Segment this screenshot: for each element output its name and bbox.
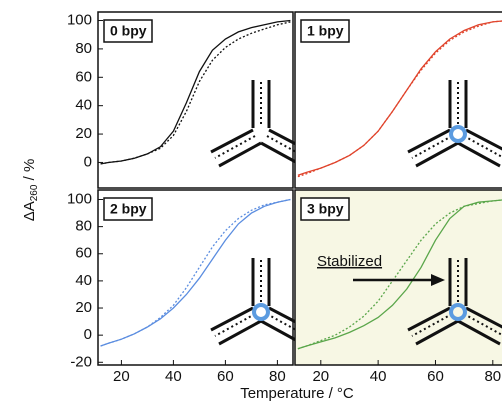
curve [100, 21, 291, 165]
title-box [300, 197, 350, 221]
junction-arm [210, 128, 262, 168]
curve [100, 19, 291, 165]
junction-arm [407, 128, 459, 168]
panel: 20 40 60 80 3 bpy Stabilized [294, 189, 502, 385]
panel: 1 bpy [294, 11, 502, 189]
junction-dots [411, 82, 502, 159]
y-tick-label: 80 [75, 218, 92, 235]
title-box [103, 197, 153, 221]
bpy-ligand [252, 303, 270, 321]
y-label-main: ΔA [21, 201, 38, 221]
junction-arm [251, 258, 271, 306]
x-tick-label: 60 [217, 368, 234, 385]
junction-dots [214, 260, 308, 337]
curve [297, 20, 502, 178]
junction-dots [411, 260, 502, 337]
x-tick-label: 80 [484, 368, 501, 385]
x-tick-label: 60 [427, 368, 444, 385]
panel-title: 3 bpy [307, 201, 344, 217]
y-tick-label: 40 [75, 97, 92, 114]
title-box [300, 19, 350, 43]
junction-arm [407, 306, 459, 346]
junction-arm [448, 258, 468, 306]
x-tick-label: 20 [113, 368, 130, 385]
y-tick-label: 0 [84, 153, 92, 170]
y-tick-label: 100 [67, 11, 92, 28]
curve [100, 198, 291, 347]
y-label-sub: 260 [29, 184, 40, 201]
curve [297, 199, 502, 350]
y-tick-label: 80 [75, 40, 92, 57]
x-tick-label: 80 [269, 368, 286, 385]
junction-arm [457, 306, 502, 346]
panel: 0 20 40 60 80 100 0 bpy [67, 11, 312, 189]
y-tick-label: 60 [75, 245, 92, 262]
junction-arm [457, 128, 502, 168]
junction-arm [210, 306, 262, 346]
y-tick-label: 40 [75, 272, 92, 289]
y-axis-label: ΔA260 / % [21, 159, 40, 222]
bpy-ligand [449, 303, 467, 321]
y-tick-label: 0 [84, 326, 92, 343]
junction-arm [251, 80, 271, 128]
arrow-head [431, 274, 445, 286]
annotation: Stabilized [317, 253, 382, 270]
panel: -20 0 20 40 60 80 100 20 40 60 80 2 bpy [67, 189, 312, 385]
x-axis-label: Temperature / °C [240, 385, 354, 402]
panel-title: 1 bpy [307, 23, 344, 39]
panel-title: 0 bpy [110, 23, 147, 39]
panel-title: 2 bpy [110, 201, 147, 217]
y-tick-label: 20 [75, 125, 92, 142]
x-tick-label: 40 [370, 368, 387, 385]
junction-arm [448, 80, 468, 128]
title-box [103, 19, 153, 43]
curve [297, 199, 502, 350]
junction-dots [214, 82, 308, 159]
y-tick-label: 60 [75, 68, 92, 85]
y-tick-label: 100 [67, 190, 92, 207]
y-label-unit: / % [21, 159, 38, 185]
x-tick-label: 40 [165, 368, 182, 385]
x-tick-label: 20 [312, 368, 329, 385]
bpy-ligand [449, 125, 467, 143]
y-tick-label: -20 [70, 353, 92, 370]
y-tick-label: 20 [75, 299, 92, 316]
